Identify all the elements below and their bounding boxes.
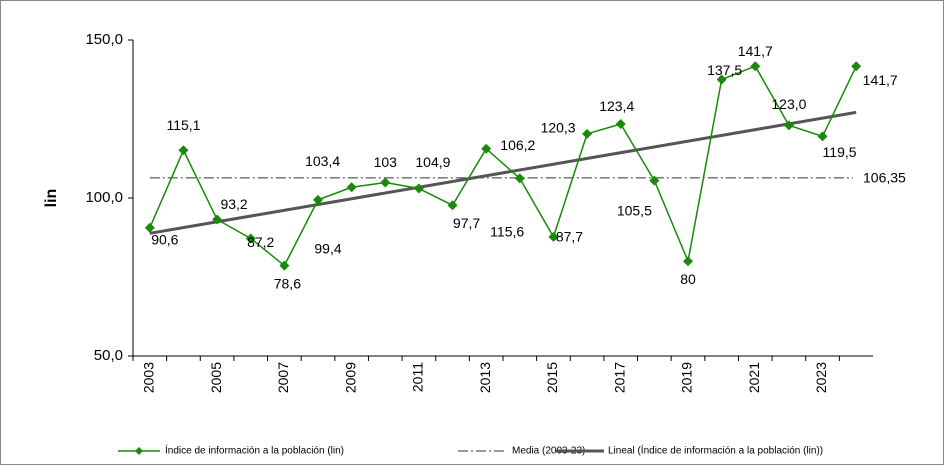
series-line: [149, 65, 857, 267]
x-tick-label: 2007: [275, 362, 291, 393]
legend-label: Índice de información a la población (li…: [165, 444, 344, 457]
marker: [346, 182, 357, 193]
marker: [548, 231, 559, 242]
value-label: 78,6: [274, 275, 301, 291]
marker: [649, 175, 660, 186]
value-label: 80: [680, 271, 696, 287]
marker: [279, 260, 290, 271]
x-tick-label: 2005: [208, 362, 224, 393]
value-label: 104,9: [415, 154, 450, 170]
marker: [380, 177, 391, 188]
marker: [212, 214, 223, 225]
y-tick-label: 100,0: [85, 189, 123, 206]
x-tick-label: 2003: [141, 362, 157, 393]
value-label: 137,5: [707, 62, 742, 78]
marker: [783, 120, 794, 131]
marker: [447, 200, 458, 211]
value-label: 115,1: [166, 117, 200, 133]
value-label: 99,4: [314, 241, 341, 257]
x-tick-label: 2023: [813, 362, 829, 393]
value-label: 103,4: [305, 153, 340, 169]
marker: [313, 194, 323, 205]
x-tick-label: 2017: [611, 362, 627, 393]
value-label: 90,6: [151, 231, 178, 247]
marker: [144, 222, 155, 233]
value-label: 119,5: [823, 144, 857, 160]
legend-label: Lineal (Índice de información a la pobla…: [608, 444, 823, 457]
marker: [514, 173, 525, 184]
x-tick-label: 2009: [342, 362, 358, 393]
marker: [683, 256, 693, 267]
value-label: 93,2: [220, 196, 247, 212]
x-tick-label: 2011: [410, 362, 426, 392]
legend-swatch: [135, 447, 143, 455]
value-label: 103: [374, 154, 398, 170]
value-label: 141,7: [863, 72, 898, 88]
x-tick-label: 2015: [544, 362, 560, 393]
value-label: 120,3: [541, 120, 576, 136]
value-label: 105,5: [617, 202, 652, 218]
marker: [716, 74, 727, 85]
value-label: 141,7: [738, 43, 773, 59]
mean-label: 106,35: [863, 170, 906, 186]
marker: [615, 119, 626, 130]
marker: [582, 128, 593, 139]
marker: [178, 145, 189, 156]
x-tick-label: 2021: [746, 362, 762, 393]
value-label: 123,0: [771, 96, 806, 112]
value-label: 87,2: [247, 234, 274, 250]
value-label: 106,2: [500, 137, 535, 153]
x-tick-label: 2019: [679, 362, 695, 393]
value-label: 87,7: [556, 229, 583, 245]
y-tick-label: 150,0: [85, 31, 123, 48]
value-label: 115,6: [490, 223, 524, 239]
value-label: 97,7: [453, 215, 480, 231]
y-axis-label: lin: [43, 189, 60, 208]
marker: [413, 183, 424, 194]
x-tick-label: 2013: [477, 362, 493, 393]
marker: [481, 143, 492, 154]
marker: [245, 233, 256, 244]
marker: [817, 131, 828, 142]
marker: [750, 61, 761, 72]
legend-label: Media (2003-23): [512, 446, 585, 457]
value-label: 123,4: [599, 98, 634, 114]
y-tick-label: 50,0: [94, 347, 123, 364]
trend-line: [149, 110, 857, 235]
marker: [851, 61, 862, 72]
